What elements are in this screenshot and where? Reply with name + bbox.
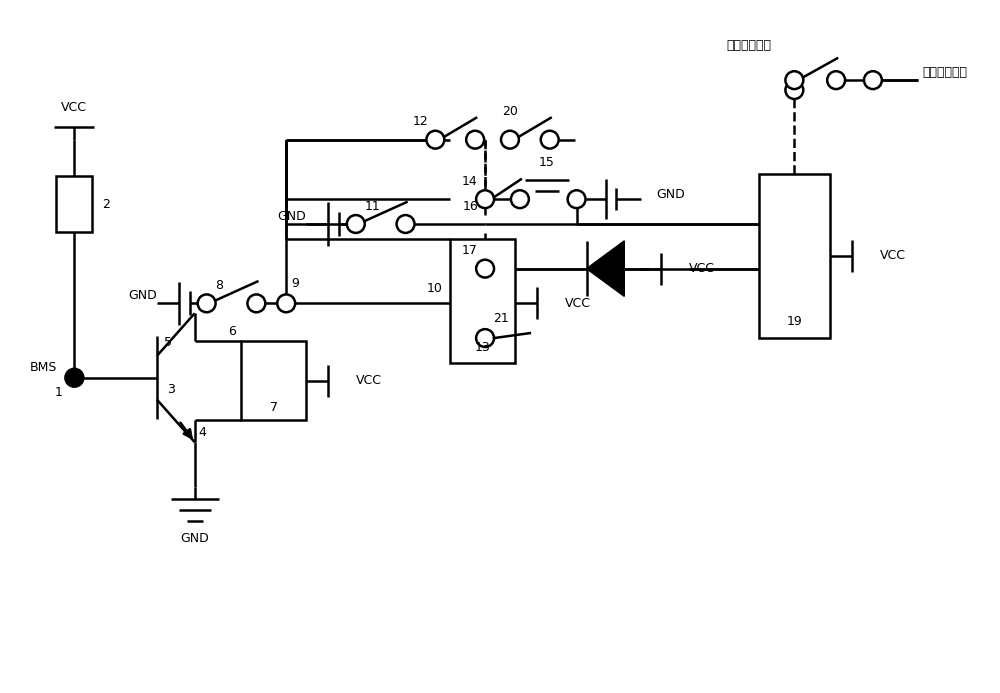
Circle shape xyxy=(568,191,586,208)
Text: 13: 13 xyxy=(475,342,490,355)
Text: VCC: VCC xyxy=(61,101,87,114)
Text: VCC: VCC xyxy=(689,262,715,275)
Text: GND: GND xyxy=(128,289,157,302)
Circle shape xyxy=(501,131,519,148)
Circle shape xyxy=(198,295,216,313)
Text: 10: 10 xyxy=(426,282,442,295)
Text: 4: 4 xyxy=(199,426,207,439)
Circle shape xyxy=(247,295,265,313)
Text: 5: 5 xyxy=(164,335,172,349)
Text: 9: 9 xyxy=(291,277,299,290)
Circle shape xyxy=(466,131,484,148)
Text: 12: 12 xyxy=(413,115,428,128)
Text: VCC: VCC xyxy=(565,297,591,310)
Text: 1: 1 xyxy=(55,386,62,399)
Text: 21: 21 xyxy=(493,312,509,325)
Text: 11: 11 xyxy=(365,200,381,213)
Text: VCC: VCC xyxy=(880,249,906,262)
Polygon shape xyxy=(587,241,624,297)
Bar xyxy=(450,239,515,363)
Text: GND: GND xyxy=(656,188,685,201)
Circle shape xyxy=(397,215,414,233)
Text: 3: 3 xyxy=(167,383,175,396)
Text: 8: 8 xyxy=(216,279,224,292)
Circle shape xyxy=(785,81,803,99)
Text: 15: 15 xyxy=(539,156,555,169)
Circle shape xyxy=(347,215,365,233)
Circle shape xyxy=(277,295,295,313)
Text: 7: 7 xyxy=(270,401,278,414)
Circle shape xyxy=(476,329,494,347)
Text: 20: 20 xyxy=(502,105,518,119)
Bar xyxy=(56,177,92,232)
Circle shape xyxy=(65,369,83,387)
Text: GND: GND xyxy=(180,532,209,545)
Text: 19: 19 xyxy=(786,315,802,328)
Text: 17: 17 xyxy=(461,244,477,257)
Text: 安全回路输出: 安全回路输出 xyxy=(923,66,968,79)
Text: 14: 14 xyxy=(461,175,477,188)
Circle shape xyxy=(864,71,882,89)
Circle shape xyxy=(476,260,494,278)
Text: 安全回路输入: 安全回路输入 xyxy=(726,39,771,52)
Text: VCC: VCC xyxy=(356,374,382,387)
Circle shape xyxy=(511,191,529,208)
Text: 2: 2 xyxy=(102,198,110,211)
Bar xyxy=(759,175,830,338)
Text: BMS: BMS xyxy=(30,361,57,374)
Circle shape xyxy=(476,191,494,208)
Circle shape xyxy=(541,131,559,148)
Text: GND: GND xyxy=(277,209,306,222)
Bar xyxy=(241,341,306,421)
Circle shape xyxy=(827,71,845,89)
Circle shape xyxy=(785,71,803,89)
Text: 6: 6 xyxy=(229,324,236,337)
Text: 16: 16 xyxy=(462,200,478,213)
Circle shape xyxy=(426,131,444,148)
